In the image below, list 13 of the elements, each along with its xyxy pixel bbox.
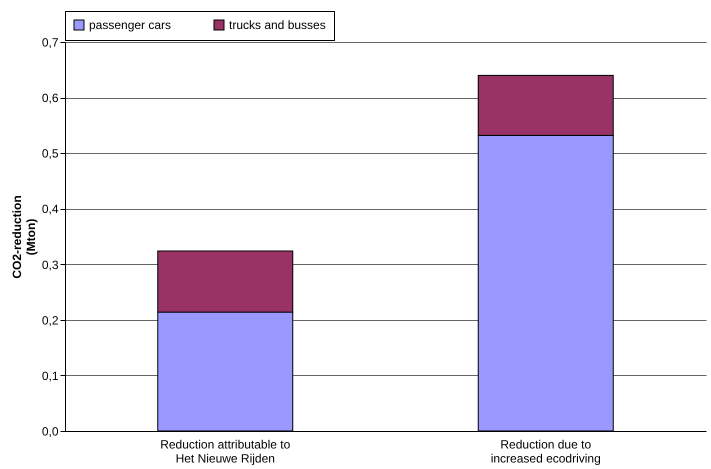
y-tick-label: 0,1: [42, 368, 59, 383]
x-tick-label: Reduction due to increased ecodriving: [490, 438, 601, 466]
y-axis-title: CO2-reduction (Mton): [10, 195, 38, 279]
y-tick-label: 0,2: [42, 313, 59, 328]
y-tick-label: 0,5: [42, 146, 59, 161]
y-tick-label: 0,3: [42, 258, 59, 272]
y-tick-label: 0,6: [42, 91, 59, 106]
legend-label: trucks and busses: [229, 18, 326, 32]
y-tick-label: 0,4: [42, 202, 59, 216]
x-tick-label: Reduction attributable to Het Nieuwe Rijden: [160, 438, 291, 466]
y-tick-label: 0,7: [42, 36, 59, 50]
legend-label: passenger cars: [89, 18, 172, 32]
y-tick-label: 0,0: [42, 424, 59, 438]
